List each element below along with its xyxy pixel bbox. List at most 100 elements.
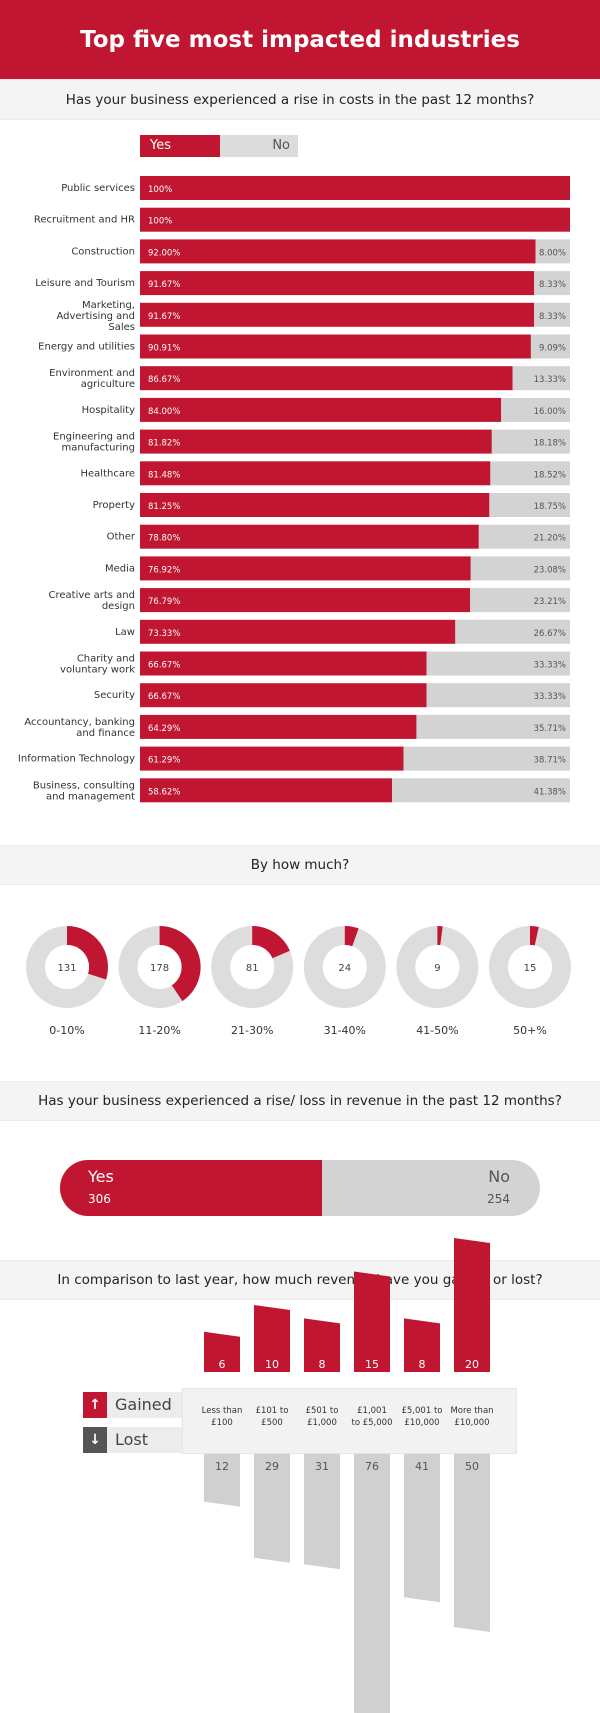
- bar-yes: [140, 619, 456, 644]
- donut-category: 0-10%: [49, 1024, 84, 1037]
- category-label: voluntary work: [60, 665, 135, 676]
- bar-no: [455, 619, 570, 644]
- bar-yes: [140, 461, 491, 486]
- legend-no: No: [220, 135, 298, 157]
- arrow-up-icon: ↑: [83, 1392, 107, 1418]
- bar-no: [478, 524, 570, 549]
- donut-track: [118, 926, 201, 1008]
- bar-yes-label: 66.67%: [148, 661, 180, 671]
- donut-category: 21-30%: [231, 1024, 273, 1037]
- bar-no: [426, 683, 570, 708]
- page-title: Top five most impacted industries: [80, 26, 520, 53]
- bar-no-label: 13.33%: [534, 375, 566, 385]
- gained-value: 8: [319, 1358, 326, 1371]
- revenue-no-value: 254: [487, 1192, 510, 1206]
- lost-value: 29: [265, 1460, 279, 1473]
- donut-category: 31-40%: [324, 1024, 366, 1037]
- category-label: agriculture: [81, 379, 135, 390]
- category-label: Accountancy, banking: [24, 717, 135, 728]
- donut-slice: [437, 926, 443, 946]
- bar-no-label: 26.67%: [534, 629, 566, 639]
- donut-track: [396, 926, 479, 1008]
- donut-hole: [322, 945, 367, 989]
- bar-no-label: 21.20%: [534, 534, 566, 544]
- bar-yes: [140, 588, 471, 613]
- bar-no-label: 18.75%: [534, 502, 566, 512]
- category-label: and management: [46, 791, 135, 802]
- gained-value: 10: [265, 1358, 279, 1371]
- bar-yes-label: 64.29%: [148, 724, 180, 734]
- gained-value: 6: [219, 1358, 226, 1371]
- donut-track: [303, 926, 386, 1008]
- bar-no: [489, 493, 570, 517]
- category-label: design: [102, 601, 135, 612]
- category-label: and finance: [76, 728, 135, 739]
- category-label: Engineering and: [53, 432, 135, 443]
- bar-yes-label: 78.80%: [148, 534, 180, 544]
- revenue-yes-segment: Yes 306: [60, 1160, 323, 1216]
- category-label: Environment and: [49, 368, 135, 379]
- category-label: Media: [105, 563, 135, 574]
- bar-no: [490, 461, 570, 486]
- donut-hole: [137, 945, 182, 989]
- bar-yes-label: 92.00%: [148, 248, 180, 258]
- bar-yes: [140, 176, 570, 200]
- gained-value: 15: [365, 1358, 379, 1371]
- bar-yes-label: 86.67%: [148, 375, 180, 385]
- bar-yes-label: 66.67%: [148, 692, 180, 702]
- category-label: Construction: [71, 246, 135, 257]
- bar-yes: [140, 239, 536, 264]
- lost-bar: [454, 1454, 490, 1632]
- bar-no-label: 35.71%: [534, 724, 566, 734]
- donut-value: 24: [338, 963, 351, 974]
- lost-bar: [404, 1454, 440, 1603]
- revenue-yes-label: Yes: [88, 1167, 114, 1186]
- category-label: Healthcare: [80, 468, 135, 479]
- bar-yes-label: 100%: [148, 185, 172, 195]
- bar-yes-label: 84.00%: [148, 407, 180, 417]
- lost-bar: [204, 1454, 240, 1507]
- donut-value: 131: [57, 963, 76, 974]
- section4-band: In comparison to last year, how much rev…: [0, 1260, 600, 1300]
- category-label: Sales: [108, 322, 135, 333]
- bar-yes: [140, 397, 502, 422]
- bar-yes: [140, 714, 417, 739]
- bar-yes-label: 76.79%: [148, 597, 180, 607]
- bar-yes: [140, 334, 531, 359]
- gained-value: 8: [419, 1358, 426, 1371]
- category-label: Security: [94, 690, 135, 701]
- donut-value: 178: [150, 963, 169, 974]
- legend-lost: ↓ Lost: [83, 1427, 183, 1453]
- revenue-category-panel: [182, 1388, 517, 1454]
- category-label: Other: [107, 532, 136, 543]
- lost-value: 41: [415, 1460, 429, 1473]
- section1-band: Has your business experienced a rise in …: [0, 79, 600, 120]
- gained-bar: [304, 1318, 340, 1372]
- section2-question: By how much?: [250, 857, 350, 873]
- bar-no-label: 8.33%: [539, 312, 566, 322]
- category-label: Business, consulting: [33, 780, 135, 791]
- bar-no: [403, 746, 570, 771]
- category-label: Charity and: [77, 654, 135, 665]
- legend-yes: Yes: [140, 135, 220, 157]
- bar-yes: [140, 556, 471, 581]
- bar-yes: [140, 683, 427, 708]
- revenue-yes-no-bar: Yes 306 No 254: [60, 1160, 540, 1216]
- industry-cost-chart: 100% Public services 100% Recruitment and H…: [18, 176, 570, 803]
- bar-no: [512, 366, 570, 391]
- category-label: Recruitment and HR: [34, 215, 135, 226]
- category-label: Energy and utilities: [38, 342, 135, 353]
- donut-slice: [159, 926, 201, 1002]
- donut-hole: [508, 945, 552, 989]
- bar-no-label: 33.33%: [534, 692, 566, 702]
- bar-no-label: 16.00%: [534, 407, 566, 417]
- lost-value: 50: [465, 1460, 479, 1473]
- legend-lost-label: Lost: [107, 1427, 183, 1453]
- bar-no-label: 9.09%: [539, 344, 566, 354]
- bar-no: [392, 778, 570, 803]
- donut-track: [26, 926, 108, 1008]
- bar-no-label: 23.08%: [534, 565, 566, 575]
- revenue-no-segment: No 254: [322, 1160, 540, 1216]
- donut-value: 15: [524, 963, 537, 974]
- gained-value: 20: [465, 1358, 479, 1371]
